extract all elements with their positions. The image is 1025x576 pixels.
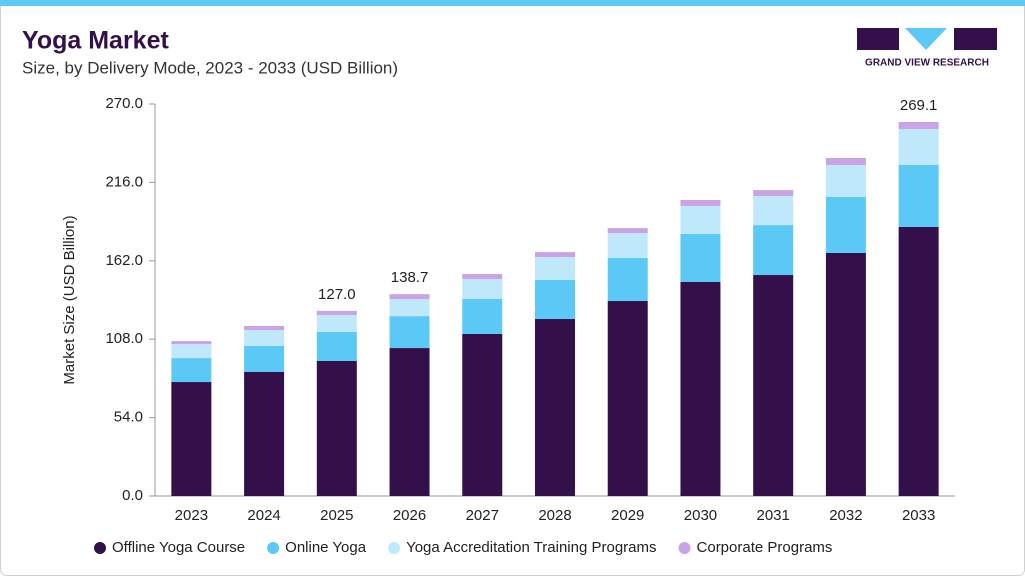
top-stripe — [0, 0, 1025, 6]
brand: GRAND VIEW RESEARCH — [865, 58, 989, 69]
total-label: 138.7 — [391, 269, 429, 286]
legend-swatch — [678, 542, 691, 554]
bar-segment — [680, 205, 721, 234]
y-axis-label: Market Size (USD Billion) — [61, 215, 78, 384]
bar-segment — [244, 372, 285, 496]
x-tick-label: 2025 — [320, 507, 353, 524]
x-tick-label: 2029 — [611, 507, 644, 524]
bar-segment — [680, 281, 721, 496]
bar-segment — [389, 316, 430, 349]
bar-segment — [753, 196, 794, 226]
bar-segment — [680, 233, 721, 282]
legend-label: Offline Yoga Course — [112, 539, 245, 556]
bar-segment — [462, 333, 503, 496]
total-label: 269.1 — [900, 97, 938, 114]
chart-title: Yoga Market — [22, 27, 169, 55]
bar-segment — [244, 325, 285, 331]
logo-block — [857, 28, 899, 50]
x-tick-label: 2033 — [902, 507, 935, 524]
bar-segment — [898, 122, 939, 129]
bar-segment — [607, 233, 648, 259]
x-tick-label: 2027 — [466, 507, 499, 524]
bar-segment — [316, 314, 357, 332]
bar-segment — [316, 360, 357, 496]
legend-swatch — [267, 542, 280, 554]
y-tick-label: 216.0 — [105, 173, 143, 190]
bar-segment — [171, 382, 212, 496]
legend-label: Yoga Accreditation Training Programs — [406, 539, 656, 556]
bar-segment — [244, 346, 285, 373]
legend-label: Corporate Programs — [697, 539, 833, 556]
bar-segment — [898, 128, 939, 165]
bar-segment — [316, 331, 357, 361]
logo-block — [954, 28, 997, 50]
bar-segment — [753, 275, 794, 496]
bar-segment — [389, 294, 430, 300]
y-tick-label: 162.0 — [105, 252, 143, 269]
bar-segment — [462, 278, 503, 299]
bar-segment — [680, 199, 721, 206]
logo-block — [905, 28, 947, 50]
bar-segment — [316, 310, 357, 315]
bar-segment — [389, 348, 430, 496]
bar-segment — [462, 274, 503, 279]
bar-segment — [171, 344, 212, 359]
bar-segment — [825, 164, 866, 197]
bar-segment — [825, 196, 866, 253]
x-tick-label: 2026 — [393, 507, 426, 524]
legend-label: Online Yoga — [285, 539, 367, 556]
y-tick-label: 54.0 — [114, 409, 143, 426]
bar-segment — [753, 225, 794, 276]
bar-segment — [825, 158, 866, 165]
y-tick-label: 0.0 — [122, 487, 143, 504]
bar-segment — [535, 252, 575, 258]
x-tick-label: 2030 — [684, 507, 717, 524]
bar-segment — [898, 226, 939, 496]
x-tick-label: 2023 — [175, 507, 208, 524]
bar-segment — [244, 330, 285, 347]
bar-segment — [607, 301, 648, 496]
chart-subtitle: Size, by Delivery Mode, 2023 - 2033 (USD… — [22, 58, 398, 77]
total-label: 127.0 — [318, 286, 356, 303]
x-tick-label: 2024 — [247, 507, 280, 524]
bar-segment — [607, 258, 648, 302]
bar-segment — [607, 228, 648, 234]
x-tick-label: 2031 — [756, 507, 789, 524]
y-tick-label: 270.0 — [105, 95, 143, 112]
bar-segment — [171, 341, 212, 345]
bar-segment — [171, 358, 212, 383]
legend-swatch — [94, 542, 106, 554]
logo: GRAND VIEW RESEARCH — [857, 28, 997, 69]
bar-segment — [462, 298, 503, 334]
bar-segment — [753, 190, 794, 197]
bar-segment — [535, 257, 575, 280]
y-tick-label: 108.0 — [105, 330, 143, 347]
legend-swatch — [388, 542, 401, 554]
x-tick-label: 2028 — [538, 507, 571, 524]
bar-segment — [535, 279, 575, 320]
x-tick-label: 2032 — [829, 507, 862, 524]
bar-segment — [825, 252, 866, 496]
bar-segment — [898, 164, 939, 227]
bar-segment — [389, 299, 430, 317]
bar-segment — [535, 319, 575, 496]
